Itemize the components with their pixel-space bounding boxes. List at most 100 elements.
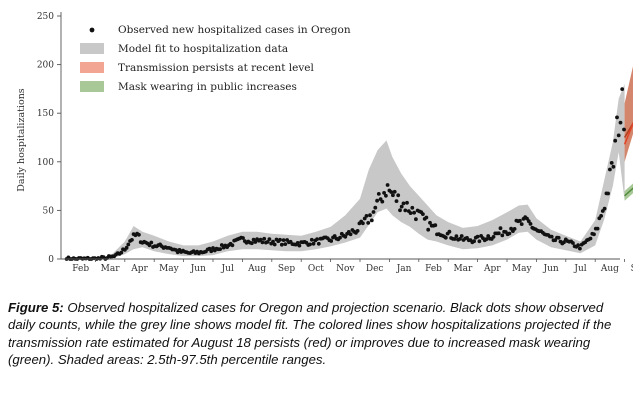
observed-point (595, 226, 600, 231)
observed-point (426, 227, 431, 232)
observed-point (475, 234, 480, 239)
x-tick-label: Aug (600, 264, 619, 274)
hospitalizations-chart: 0 50 100 150 200 250 Feb Mar Apr May Jun Jul Aug Sep O… (16, 12, 633, 274)
observed-point (369, 218, 374, 223)
y-tick-label: 100 (37, 158, 54, 168)
observed-point (414, 217, 418, 222)
observed-point (249, 241, 254, 246)
transmission-persists-line (623, 122, 633, 138)
x-tick-label: Mar (101, 264, 121, 274)
observed-point (392, 189, 397, 194)
legend-label: Model fit to hospitalization data (118, 43, 288, 55)
observed-point (571, 241, 575, 245)
x-tick-label: Jun (190, 264, 206, 274)
observed-point (518, 218, 522, 223)
observed-point (253, 240, 258, 244)
observed-point (371, 210, 376, 214)
observed-point (260, 240, 265, 245)
observed-point (283, 242, 288, 247)
x-tick-label: Jun (542, 264, 558, 274)
y-axis-label: Daily hospitalizations (16, 88, 27, 191)
observed-point (278, 237, 282, 242)
observed-point (281, 238, 286, 243)
observed-point (348, 232, 353, 237)
observed-point (459, 234, 464, 238)
observed-point (343, 234, 348, 239)
y-tick-label: 0 (48, 255, 54, 265)
observed-point (147, 243, 152, 248)
observed-point (556, 235, 561, 240)
observed-point (391, 193, 395, 198)
observed-point (329, 239, 334, 243)
legend-swatch (80, 62, 104, 73)
observed-point (498, 226, 503, 231)
axes-layer: 0 50 100 150 200 250 Feb Mar Apr May Jun Jul Aug Sep O… (37, 12, 633, 274)
observed-point (258, 237, 263, 242)
observed-point (592, 232, 596, 237)
observed-point (618, 120, 623, 125)
observed-point (279, 242, 284, 247)
observed-point (309, 237, 314, 242)
observed-point (602, 206, 607, 211)
mask-wearing-line (624, 187, 633, 197)
legend-swatch (80, 81, 104, 92)
observed-point (272, 242, 277, 247)
legend-swatch (80, 43, 104, 54)
observed-point (375, 198, 379, 203)
observed-point (311, 241, 316, 246)
observed-point (512, 227, 517, 231)
observed-point (452, 237, 457, 241)
x-tick-label: Aug (247, 264, 266, 274)
mask-wearing-band (624, 183, 633, 201)
observed-point (394, 199, 399, 204)
observed-point (549, 234, 554, 239)
observed-point (410, 205, 415, 210)
observed-point (588, 236, 593, 241)
observed-point (620, 87, 625, 91)
observed-point (403, 208, 408, 213)
observed-point (528, 222, 533, 226)
x-tick-label: Oct (308, 264, 324, 274)
x-tick-label: Jul (573, 264, 586, 274)
observed-point (384, 193, 388, 198)
x-tick-label: Apr (483, 264, 501, 274)
figure-caption: Figure 5: Observed hospitalized cases fo… (8, 299, 624, 369)
caption-text: Observed hospitalized cases for Oregon a… (8, 300, 612, 368)
observed-point (385, 183, 390, 187)
observed-points-layer (64, 87, 626, 261)
observed-point (389, 190, 394, 194)
observed-point (230, 243, 235, 248)
observed-point (130, 238, 134, 242)
observed-point (380, 199, 385, 204)
observed-point (421, 212, 425, 217)
observed-point (368, 213, 372, 218)
x-tick-label: Mar (453, 264, 473, 274)
observed-point (119, 250, 124, 255)
observed-point (382, 191, 386, 195)
observed-point (484, 237, 489, 242)
observed-point (297, 243, 302, 248)
observed-point (332, 234, 337, 238)
x-tick-label: Jul (221, 264, 234, 274)
observed-point (364, 214, 369, 218)
observed-point (500, 233, 505, 238)
observed-point (433, 223, 438, 228)
legend-label: Mask wearing in public increases (118, 81, 297, 93)
x-tick-label: Sep (278, 264, 295, 274)
legend-label: Observed new hospitalized cases in Orego… (118, 24, 351, 36)
observed-point (496, 231, 501, 236)
observed-point (578, 246, 582, 251)
observed-point (424, 215, 429, 220)
observed-point (267, 237, 272, 242)
observed-point (338, 235, 342, 240)
observed-point (599, 214, 603, 218)
observed-point (137, 232, 141, 237)
observed-point (519, 222, 524, 227)
observed-point (616, 133, 621, 138)
x-tick-label: Dec (366, 264, 384, 274)
observed-point (606, 191, 610, 196)
observed-point (472, 239, 476, 244)
observed-point (615, 115, 619, 120)
observed-point (507, 231, 512, 236)
observed-point (315, 237, 319, 242)
